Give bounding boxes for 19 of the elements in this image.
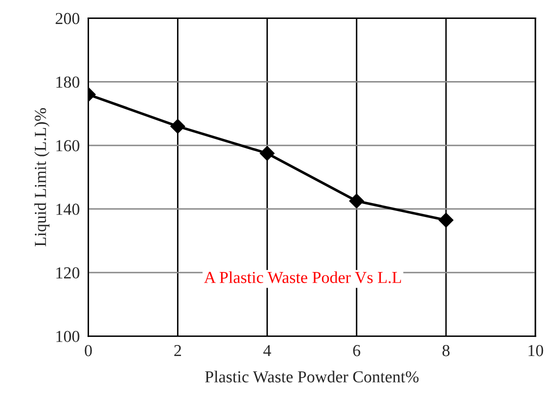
point <box>349 194 364 208</box>
y-tick-label: 140 <box>56 204 80 215</box>
annotation: A Plastic Waste Poder Vs L.L <box>204 271 401 284</box>
y-tick-label: 200 <box>56 12 80 24</box>
x-tick-label: 2 <box>174 345 181 356</box>
y-axis-title: Liquid Limit (L.L)% <box>34 108 50 246</box>
y-tick-label: 120 <box>56 267 80 279</box>
point <box>438 212 454 228</box>
x-tick-label: 8 <box>442 344 450 356</box>
x-axis-title: Plastic Waste Powder Content% <box>205 370 419 383</box>
x-tick-label: 0 <box>84 344 92 356</box>
point <box>170 118 186 134</box>
x-tick-label: 6 <box>353 345 360 356</box>
y-tick-label: 160 <box>56 140 80 152</box>
y-tick-label: 100 <box>56 330 80 342</box>
point <box>260 146 275 161</box>
x-tick-label: 10 <box>528 344 544 356</box>
x-tick-label: 4 <box>263 345 272 356</box>
y-tick-label: 180 <box>56 76 80 88</box>
